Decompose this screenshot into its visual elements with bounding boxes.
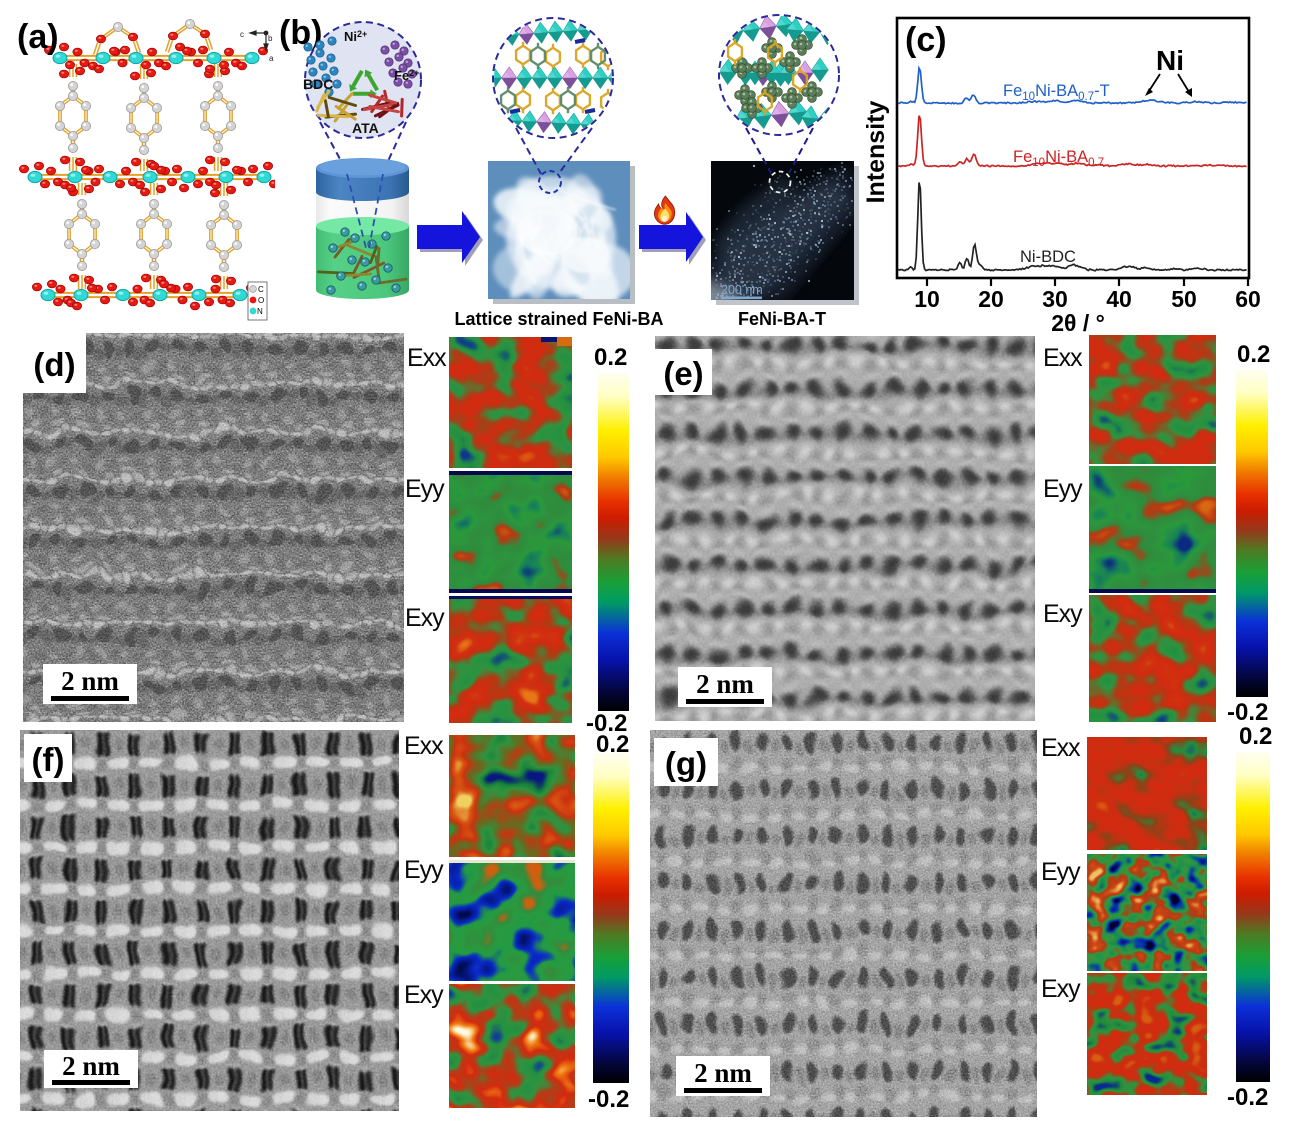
svg-text:Lattice strained FeNi-BA: Lattice strained FeNi-BA bbox=[454, 309, 663, 329]
svg-text:20: 20 bbox=[978, 286, 1004, 312]
svg-text:2θ / °: 2θ / ° bbox=[1051, 310, 1105, 336]
svg-text:(a): (a) bbox=[17, 18, 59, 56]
svg-text:40: 40 bbox=[1106, 286, 1132, 312]
svg-text:ATA: ATA bbox=[352, 120, 379, 136]
svg-text:N: N bbox=[257, 307, 263, 316]
svg-text:Ni: Ni bbox=[1156, 45, 1184, 76]
svg-text:50: 50 bbox=[1171, 286, 1197, 312]
svg-text:30: 30 bbox=[1042, 286, 1068, 312]
svg-text:200 nm: 200 nm bbox=[721, 283, 763, 297]
svg-text:b: b bbox=[268, 34, 273, 43]
svg-text:(c): (c) bbox=[905, 21, 947, 59]
svg-text:Ni-BDC: Ni-BDC bbox=[1020, 248, 1076, 266]
svg-text:O: O bbox=[258, 296, 264, 305]
svg-text:(b): (b) bbox=[279, 14, 322, 52]
svg-text:BDC: BDC bbox=[303, 76, 333, 92]
svg-text:FeNi-BA-T: FeNi-BA-T bbox=[738, 309, 826, 329]
svg-text:10: 10 bbox=[914, 286, 940, 312]
svg-text:a: a bbox=[269, 54, 274, 63]
svg-text:60: 60 bbox=[1235, 286, 1261, 312]
svg-text:c: c bbox=[240, 30, 244, 39]
svg-text:C: C bbox=[258, 285, 264, 294]
svg-text:Fe10Ni-BA0.7-T: Fe10Ni-BA0.7-T bbox=[1003, 82, 1110, 103]
svg-text:Intensity: Intensity bbox=[865, 101, 890, 204]
